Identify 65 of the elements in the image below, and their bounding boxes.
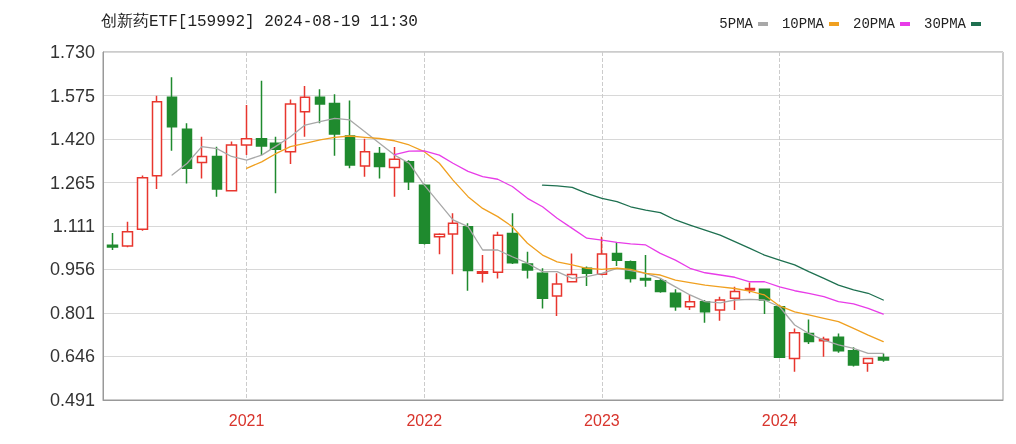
candlestick [328, 93, 341, 157]
candlestick [847, 346, 860, 368]
candlestick [121, 220, 134, 248]
y-tick-label: 0.491 [49, 390, 95, 410]
x-tick-label: 2024 [761, 411, 798, 429]
candlestick [669, 288, 682, 312]
candlestick [196, 136, 208, 180]
line-series [171, 117, 884, 355]
candlestick [106, 232, 119, 251]
candlestick [476, 254, 489, 284]
candlestick [551, 272, 563, 317]
y-tick-label: 1.730 [49, 42, 95, 62]
candlestick [492, 231, 504, 280]
candlestick [684, 294, 696, 311]
candlestick [284, 98, 297, 165]
legend-label: 30PMA [923, 16, 967, 32]
candlestick [433, 232, 446, 255]
line-series [245, 135, 884, 343]
y-tick-label: 0.956 [49, 259, 95, 280]
candlestick [773, 304, 786, 359]
candlestick [359, 138, 371, 178]
candlestick [299, 85, 311, 138]
candlestick [521, 250, 534, 280]
legend-label: 5PMA [719, 16, 754, 32]
candlestick [639, 254, 652, 288]
candlestick [536, 267, 549, 310]
x-tick-label: 2021 [228, 411, 265, 429]
candlestick [699, 299, 711, 324]
candlestick [255, 79, 268, 156]
candlestick [447, 212, 459, 275]
candlestick [611, 241, 623, 267]
candlestick [877, 352, 890, 363]
candlestick [225, 140, 238, 193]
y-tick-label: 1.111 [52, 215, 95, 236]
candlestick [151, 95, 163, 190]
x-tick-label: 2022 [406, 411, 443, 429]
chart-title: 创新药ETF[159992] 2024-08-19 11:30 [101, 12, 418, 31]
candlestick [403, 159, 415, 191]
candlestick [314, 88, 326, 125]
candlestick [654, 277, 667, 294]
candlestick [418, 182, 431, 246]
y-tick-label: 1.420 [49, 129, 95, 150]
candlestick [344, 99, 356, 170]
y-tick-label: 0.801 [49, 302, 95, 323]
candlestick [462, 222, 474, 292]
x-tick-label: 2023 [584, 411, 620, 429]
candlestick [166, 76, 178, 152]
candlestick [373, 146, 386, 180]
candlestick [862, 357, 874, 373]
y-tick-label: 0.646 [49, 346, 95, 367]
candlestick [181, 122, 193, 185]
candlestick [136, 174, 149, 232]
candlestick [240, 104, 253, 156]
candlestick [388, 146, 401, 198]
candlestick [506, 212, 519, 265]
candlestick [729, 286, 741, 311]
candlestick [714, 295, 726, 322]
line-series [541, 184, 884, 301]
candlestick [788, 327, 801, 373]
y-tick-label: 1.265 [49, 172, 95, 193]
legend-label: 10PMA [781, 16, 825, 32]
legend-label: 20PMA [852, 16, 896, 32]
y-tick-label: 1.575 [49, 85, 95, 106]
candlestick [211, 145, 223, 198]
line-series [393, 150, 884, 315]
